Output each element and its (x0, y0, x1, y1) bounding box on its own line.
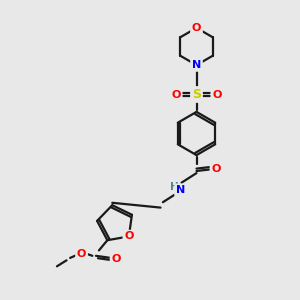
Text: O: O (124, 231, 134, 242)
Text: O: O (111, 254, 121, 264)
Text: O: O (192, 23, 201, 33)
Text: N: N (176, 185, 185, 195)
Text: S: S (192, 88, 201, 101)
Text: O: O (212, 89, 222, 100)
Text: O: O (77, 249, 86, 259)
Text: H: H (169, 182, 178, 192)
Text: O: O (211, 164, 221, 174)
Text: O: O (171, 89, 181, 100)
Text: N: N (192, 60, 201, 70)
